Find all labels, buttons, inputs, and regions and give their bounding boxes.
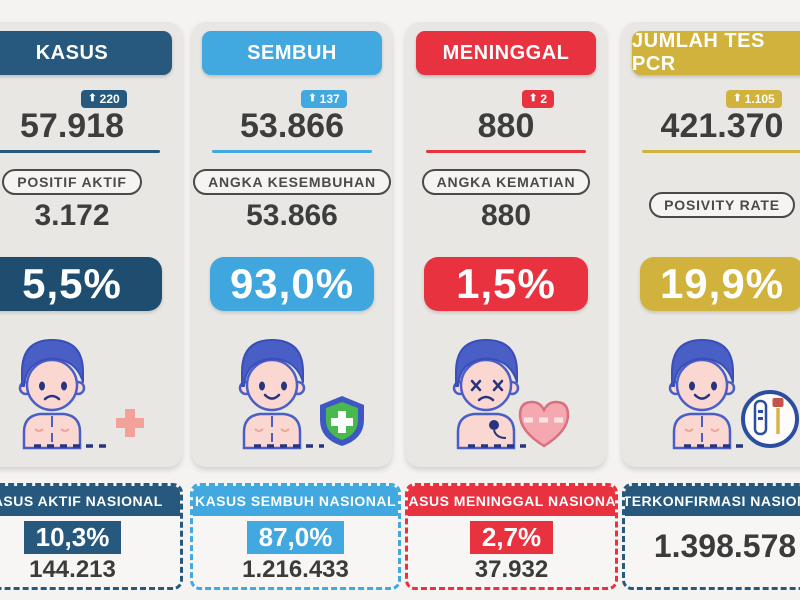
kasus-meninggal-nasional-header: KASUS MENINGGAL NASIONAL xyxy=(408,486,615,516)
meninggal-delta-badge: ⬆ 2 xyxy=(521,90,555,108)
posivity-rate-pill: POSIVITY RATE xyxy=(649,192,795,218)
sembuh-header: SEMBUH xyxy=(202,31,382,75)
positif-aktif-pill: POSITIF AKTIF xyxy=(2,169,142,195)
up-arrow-icon: ⬆ xyxy=(88,93,97,104)
kasus-sembuh-nasional-card: KASUS SEMBUH NASIONAL 87,0% 1.216.433 xyxy=(190,483,401,590)
divider xyxy=(426,150,586,153)
sembuh-total-value: 53.866 xyxy=(240,107,344,145)
posivity-rate-percent-badge: 19,9% xyxy=(640,257,800,311)
angka-kesembuhan-value: 53.866 xyxy=(246,199,338,232)
tes-pcr-total-value: 421.370 xyxy=(660,107,784,145)
patient-pcr-test-icon xyxy=(622,311,800,467)
angka-kematian-pill: ANGKA KEMATIAN xyxy=(421,169,591,195)
tes-pcr-delta-badge: ⬆ 1.105 xyxy=(726,90,782,108)
kasus-header: KASUS xyxy=(0,31,172,75)
kasus-percent-badge: 5,5% xyxy=(0,257,163,311)
up-arrow-icon: ⬆ xyxy=(733,93,742,104)
kasus-sembuh-nasional-percent: 87,0% xyxy=(246,521,345,554)
terkonfirmasi-nasional-card: TERKONFIRMASI NASIONAL 1.398.578 xyxy=(622,483,800,590)
kasus-aktif-nasional-header: KASUS AKTIF NASIONAL xyxy=(0,486,180,516)
kasus-delta-value: 220 xyxy=(99,92,120,106)
terkonfirmasi-nasional-header: TERKONFIRMASI NASIONAL xyxy=(625,486,800,516)
divider xyxy=(212,150,372,153)
tes-pcr-delta-value: 1.105 xyxy=(744,92,775,106)
sembuh-card: SEMBUH ⬆ 137 53.866 ANGKA KESEMBUHAN 53.… xyxy=(192,22,392,467)
patient-health-shield-icon xyxy=(192,311,392,467)
positif-aktif-value: 3.172 xyxy=(34,199,110,232)
up-arrow-icon: ⬆ xyxy=(308,93,317,104)
kasus-sembuh-nasional-header: KASUS SEMBUH NASIONAL xyxy=(193,486,398,516)
tes-pcr-header: JUMLAH TES PCR xyxy=(632,30,800,75)
meninggal-percent-badge: 1,5% xyxy=(424,257,588,311)
up-arrow-icon: ⬆ xyxy=(528,93,538,104)
kasus-delta-badge: ⬆ 220 xyxy=(81,90,127,108)
meninggal-delta-value: 2 xyxy=(540,92,548,106)
deceased-patient-heart-icon xyxy=(406,311,606,467)
kasus-aktif-nasional-value: 144.213 xyxy=(29,556,116,583)
meninggal-card: MENINGGAL ⬆ 2 880 ANGKA KEMATIAN 880 1,5… xyxy=(406,22,606,467)
angka-kesembuhan-pill: ANGKA KESEMBUHAN xyxy=(193,169,391,195)
sembuh-delta-badge: ⬆ 137 xyxy=(301,90,347,108)
sembuh-delta-value: 137 xyxy=(319,92,340,106)
kasus-total-value: 57.918 xyxy=(20,107,124,145)
meninggal-header: MENINGGAL xyxy=(416,31,596,75)
terkonfirmasi-nasional-value: 1.398.578 xyxy=(653,528,797,564)
divider xyxy=(0,150,160,153)
kasus-meninggal-nasional-value: 37.932 xyxy=(474,556,549,583)
meninggal-total-value: 880 xyxy=(477,107,535,145)
divider xyxy=(642,150,800,153)
kasus-aktif-nasional-card: KASUS AKTIF NASIONAL 10,3% 144.213 xyxy=(0,483,183,590)
patient-sad-medical-cross-icon xyxy=(0,311,182,467)
kasus-aktif-nasional-percent: 10,3% xyxy=(23,521,122,554)
kasus-meninggal-nasional-percent: 2,7% xyxy=(469,521,554,554)
angka-kematian-value: 880 xyxy=(480,199,532,232)
kasus-sembuh-nasional-value: 1.216.433 xyxy=(242,556,349,583)
sembuh-percent-badge: 93,0% xyxy=(210,257,374,311)
kasus-card: KASUS ⬆ 220 57.918 POSITIF AKTIF 3.172 5… xyxy=(0,22,182,467)
tes-pcr-card: JUMLAH TES PCR ⬆ 1.105 421.370 POSIVITY … xyxy=(622,22,800,467)
kasus-meninggal-nasional-card: KASUS MENINGGAL NASIONAL 2,7% 37.932 xyxy=(405,483,618,590)
